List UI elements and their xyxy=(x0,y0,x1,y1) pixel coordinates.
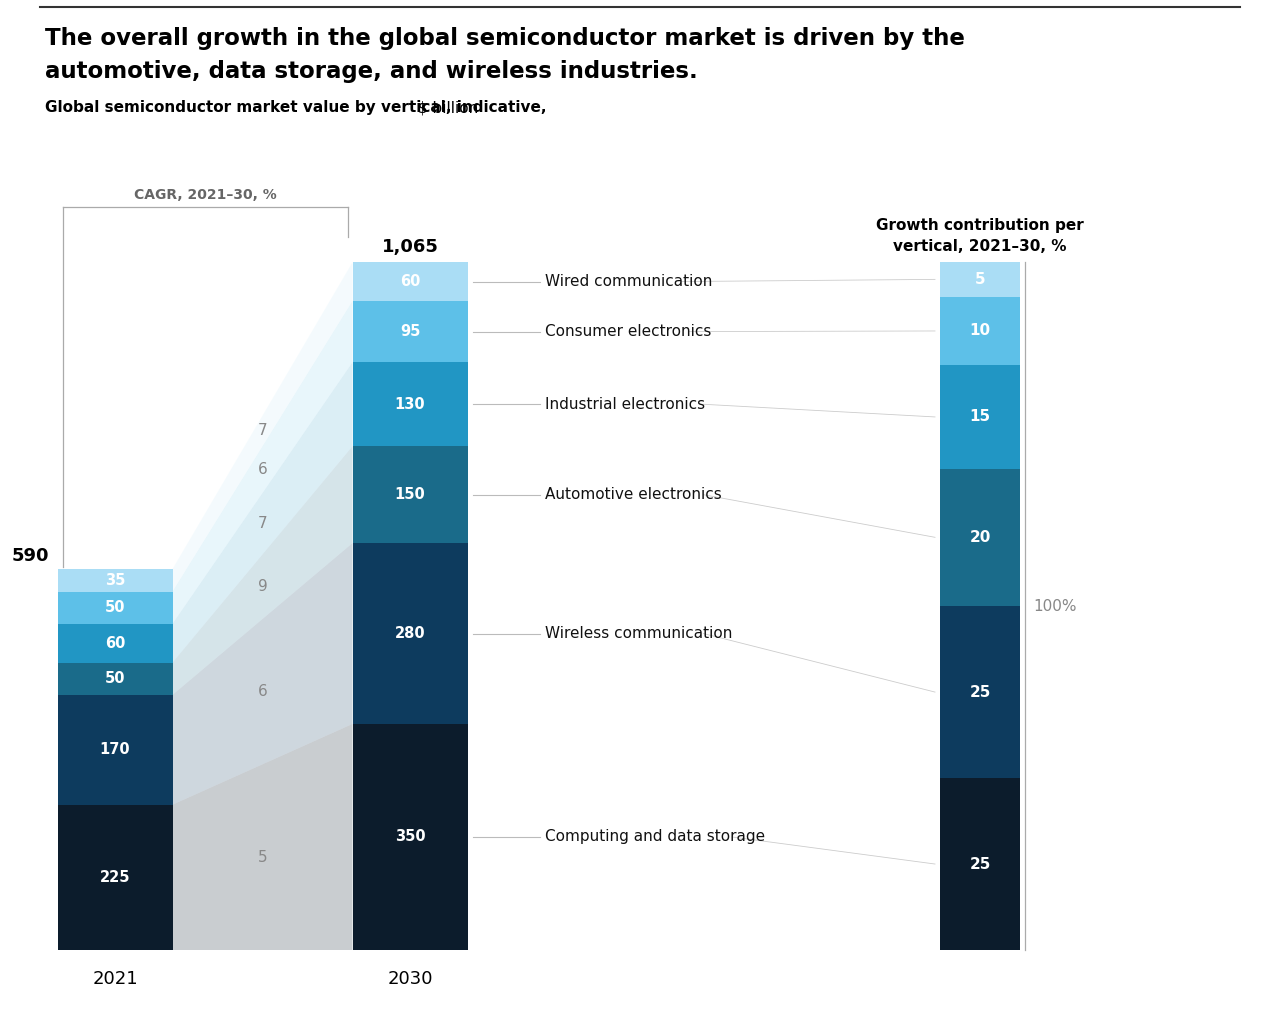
Text: 225: 225 xyxy=(100,870,131,885)
Text: 130: 130 xyxy=(394,397,425,412)
Bar xyxy=(58,805,173,950)
Text: 35: 35 xyxy=(105,572,125,588)
Text: 5: 5 xyxy=(257,850,268,865)
Text: 10: 10 xyxy=(969,324,991,338)
Text: $ billion: $ billion xyxy=(413,100,479,115)
Text: 25: 25 xyxy=(969,684,991,699)
Polygon shape xyxy=(173,724,352,950)
Bar xyxy=(58,569,173,592)
Polygon shape xyxy=(173,447,352,695)
Text: 95: 95 xyxy=(399,324,420,339)
Text: 6: 6 xyxy=(257,462,268,477)
Text: 60: 60 xyxy=(399,274,420,289)
Text: 50: 50 xyxy=(105,671,125,686)
Text: Global semiconductor market value by vertical, indicative,: Global semiconductor market value by ver… xyxy=(45,100,547,115)
Bar xyxy=(940,296,1020,365)
Text: 170: 170 xyxy=(100,742,131,757)
Bar xyxy=(352,362,467,447)
Polygon shape xyxy=(173,362,352,663)
Text: 7: 7 xyxy=(257,517,268,531)
Bar xyxy=(58,624,173,663)
Text: 50: 50 xyxy=(105,600,125,615)
Bar xyxy=(940,779,1020,950)
Text: 60: 60 xyxy=(105,635,125,651)
Bar xyxy=(352,724,467,950)
Bar xyxy=(940,262,1020,296)
Text: The overall growth in the global semiconductor market is driven by the: The overall growth in the global semicon… xyxy=(45,27,965,50)
Text: Automotive electronics: Automotive electronics xyxy=(545,487,722,502)
Bar xyxy=(352,543,467,724)
Polygon shape xyxy=(173,262,352,592)
Text: 1,065: 1,065 xyxy=(381,239,439,256)
Text: 2030: 2030 xyxy=(388,970,433,988)
Polygon shape xyxy=(173,300,352,624)
Text: 20: 20 xyxy=(969,530,991,545)
Text: 280: 280 xyxy=(394,626,425,641)
Polygon shape xyxy=(173,543,352,805)
Bar xyxy=(352,300,467,362)
Text: Wired communication: Wired communication xyxy=(545,274,713,289)
Text: 15: 15 xyxy=(969,409,991,424)
Text: 25: 25 xyxy=(969,857,991,872)
Text: Consumer electronics: Consumer electronics xyxy=(545,324,712,339)
Text: 350: 350 xyxy=(394,829,425,844)
Bar xyxy=(940,365,1020,469)
Bar xyxy=(352,262,467,300)
Text: Wireless communication: Wireless communication xyxy=(545,626,732,641)
Bar xyxy=(58,663,173,695)
Text: 7: 7 xyxy=(257,423,268,438)
Bar xyxy=(58,592,173,624)
Text: 590: 590 xyxy=(12,547,50,565)
Text: 150: 150 xyxy=(394,487,425,502)
Text: Industrial electronics: Industrial electronics xyxy=(545,397,705,412)
Text: Growth contribution per
vertical, 2021–30, %: Growth contribution per vertical, 2021–3… xyxy=(876,218,1084,254)
Bar xyxy=(940,606,1020,779)
Text: 5: 5 xyxy=(974,272,986,287)
Bar xyxy=(58,695,173,805)
Bar xyxy=(352,447,467,543)
Text: 2021: 2021 xyxy=(92,970,138,988)
Text: 9: 9 xyxy=(257,580,268,594)
Text: Computing and data storage: Computing and data storage xyxy=(545,829,765,844)
Text: 6: 6 xyxy=(257,684,268,699)
Text: 100%: 100% xyxy=(1033,599,1076,614)
Text: CAGR, 2021–30, %: CAGR, 2021–30, % xyxy=(133,188,276,202)
Bar xyxy=(940,469,1020,606)
Text: automotive, data storage, and wireless industries.: automotive, data storage, and wireless i… xyxy=(45,60,698,83)
